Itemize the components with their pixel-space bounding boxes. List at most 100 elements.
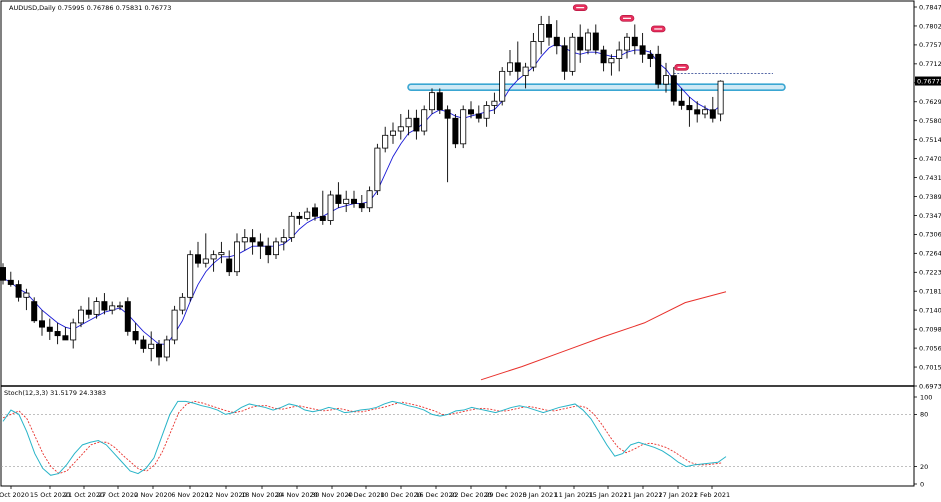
current-price-layer: 0.76773 xyxy=(915,76,941,86)
candle xyxy=(241,229,248,251)
candle xyxy=(0,263,6,285)
stoch-tick-label: 80 xyxy=(920,411,928,419)
bearish-candle-body xyxy=(631,36,638,47)
candle xyxy=(686,96,693,127)
candle xyxy=(335,182,342,208)
bullish-candle-body xyxy=(608,58,615,64)
current-price-box xyxy=(915,76,941,86)
candle xyxy=(249,229,256,255)
candle xyxy=(631,24,638,55)
bearish-candle-body xyxy=(592,32,599,51)
time-tick-label: 29 Dec 2020 xyxy=(485,491,527,499)
candle xyxy=(678,88,685,110)
bearish-candle-body xyxy=(226,258,233,273)
bullish-candle-body xyxy=(491,100,498,106)
bullish-candle-body xyxy=(288,215,295,239)
bullish-candle-body xyxy=(93,301,100,315)
candle xyxy=(148,331,155,362)
candle xyxy=(124,297,131,336)
bullish-candle-body xyxy=(389,130,396,136)
bearish-candle-body xyxy=(350,198,357,204)
candle xyxy=(413,109,420,140)
bullish-candle-body xyxy=(23,292,30,298)
candle xyxy=(15,280,22,302)
bearish-candle-body xyxy=(444,109,451,119)
candle xyxy=(54,322,61,345)
peak-marker-dash xyxy=(623,17,631,19)
candle xyxy=(499,67,506,106)
stoch-tick-label: 100 xyxy=(920,393,932,401)
candle xyxy=(257,233,264,259)
candle xyxy=(569,32,576,76)
candle xyxy=(553,20,560,55)
candle xyxy=(483,101,490,127)
bullish-candle-body xyxy=(78,309,85,324)
time-tick-label: 24 Nov 2020 xyxy=(276,491,318,499)
candle xyxy=(467,101,474,119)
bullish-candle-body xyxy=(538,24,545,42)
bullish-candle-body xyxy=(405,117,412,128)
candle xyxy=(194,241,201,268)
candlestick-layer xyxy=(0,15,724,366)
candle xyxy=(39,310,46,336)
candle xyxy=(592,24,599,55)
bullish-candle-body xyxy=(530,41,537,68)
bullish-candle-body xyxy=(702,109,709,115)
time-tick-label: 10 Dec 2020 xyxy=(380,491,422,499)
candle xyxy=(460,105,467,149)
candle xyxy=(366,186,373,213)
bearish-candle-body xyxy=(155,343,162,358)
candle xyxy=(202,233,209,268)
candle xyxy=(389,122,396,144)
candle xyxy=(702,105,709,119)
time-tick-label: 30 Nov 2020 xyxy=(311,491,353,499)
candle xyxy=(608,54,615,76)
candle xyxy=(709,96,716,123)
candle xyxy=(444,105,451,183)
bearish-candle-body xyxy=(561,45,568,72)
bullish-candle-body xyxy=(272,241,279,256)
bullish-candle-body xyxy=(148,343,155,349)
candle xyxy=(350,190,357,208)
bearish-candle-body xyxy=(709,109,716,119)
candle xyxy=(382,126,389,153)
bearish-candle-body xyxy=(265,245,272,256)
current-price-text: 0.76773 xyxy=(917,77,941,85)
candle xyxy=(343,190,350,213)
candle xyxy=(436,88,443,114)
candle xyxy=(93,297,100,319)
candle xyxy=(663,62,670,93)
stochastic-panel: 100 80 20 0 xyxy=(1,393,932,488)
candle xyxy=(600,45,607,72)
candle xyxy=(85,297,92,319)
slow-ma-line xyxy=(480,291,727,381)
candle xyxy=(647,50,654,68)
bullish-candle-body xyxy=(624,36,631,51)
candle xyxy=(319,190,326,225)
candle xyxy=(210,250,217,272)
candle xyxy=(233,233,240,276)
bearish-candle-body xyxy=(15,284,22,298)
bullish-candle-body xyxy=(366,190,373,209)
candle xyxy=(140,335,147,353)
bearish-candle-body xyxy=(85,309,92,315)
candle xyxy=(639,32,646,63)
candle xyxy=(70,318,77,349)
bullish-candle-body xyxy=(569,36,576,72)
candle xyxy=(311,203,318,221)
support-zone xyxy=(407,83,786,91)
candle xyxy=(288,212,295,242)
candle xyxy=(62,327,69,341)
